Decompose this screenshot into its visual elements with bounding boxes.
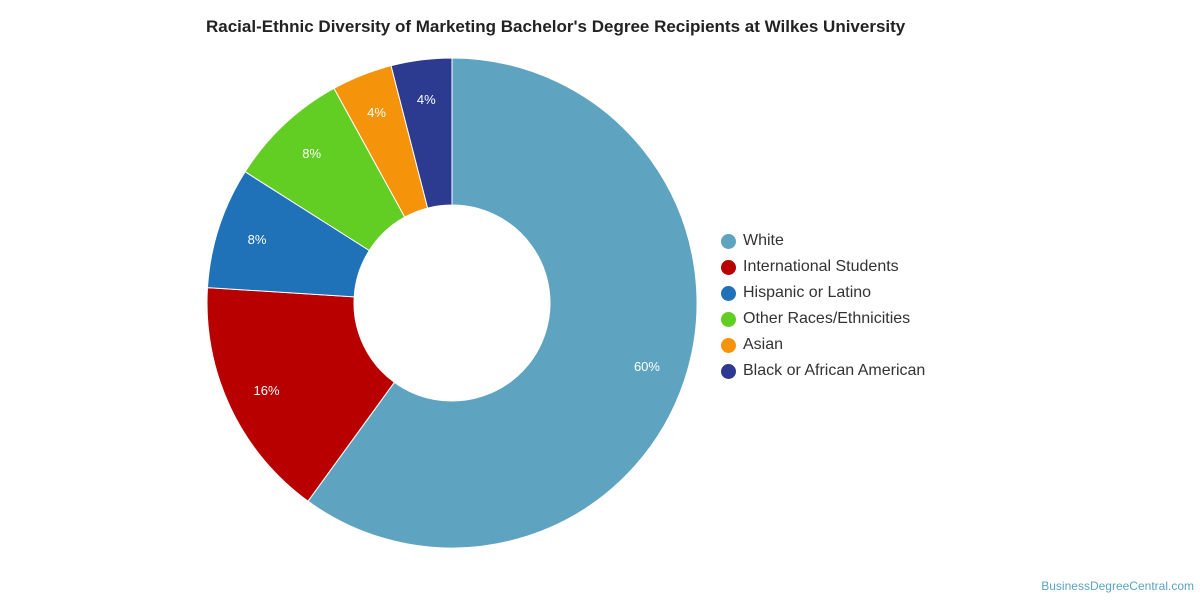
legend-marker [721, 363, 736, 379]
slice-label: 60% [634, 359, 660, 374]
legend-label: Asian [743, 336, 784, 353]
legend-item-black-or-african-american[interactable]: Black or African American [721, 358, 925, 384]
legend-item-asian[interactable]: Asian [721, 332, 925, 358]
slice-label: 8% [302, 146, 321, 161]
slice-label: 4% [367, 105, 386, 120]
legend-label: Black or African American [743, 362, 926, 379]
legend-label: Other Races/Ethnicities [743, 310, 911, 327]
slice-label: 16% [253, 383, 279, 398]
source-credit[interactable]: BusinessDegreeCentral.com [1041, 579, 1194, 593]
legend-label: White [743, 232, 784, 249]
slice-black-or-african-american[interactable] [390, 57, 453, 209]
legend-marker [721, 285, 736, 301]
legend-marker [721, 259, 736, 275]
slice-white[interactable] [307, 57, 698, 549]
legend-label: Hispanic or Latino [743, 284, 872, 301]
slice-international-students[interactable] [206, 287, 396, 502]
slice-label: 4% [417, 92, 436, 107]
chart-legend: White International Students Hispanic or L… [721, 228, 925, 384]
slice-label: 8% [248, 232, 267, 247]
legend-label: International Students [743, 258, 899, 275]
legend-item-white[interactable]: White [721, 228, 925, 254]
chart-title: Racial-Ethnic Diversity of Marketing Bac… [206, 17, 906, 36]
legend-marker [721, 311, 736, 327]
legend-item-other-races-ethnicities[interactable]: Other Races/Ethnicities [721, 306, 925, 332]
legend-item-hispanic-or-latino[interactable]: Hispanic or Latino [721, 280, 925, 306]
legend-item-international-students[interactable]: International Students [721, 254, 925, 280]
legend-marker [721, 233, 736, 249]
legend-marker [721, 337, 736, 353]
